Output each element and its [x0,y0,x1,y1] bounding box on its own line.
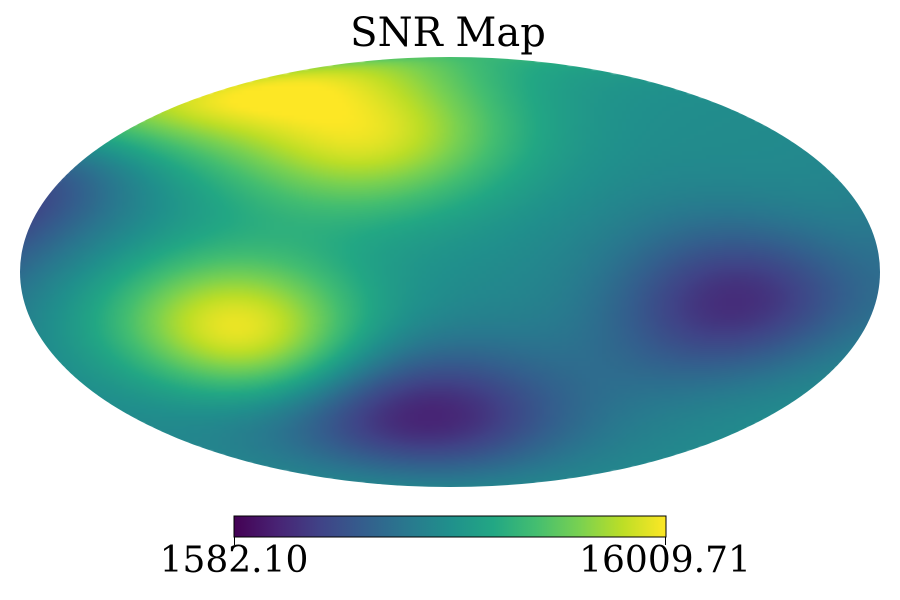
colorbar-gradient [233,515,667,538]
colorbar: 1582.10 16009.71 [160,515,751,581]
colorbar-max-label: 16009.71 [579,540,751,581]
colorbar-min-label: 1582.10 [160,540,309,581]
heatmap-pixels [20,57,880,487]
chart-title: SNR Map [350,10,546,56]
sky-map [20,57,880,487]
